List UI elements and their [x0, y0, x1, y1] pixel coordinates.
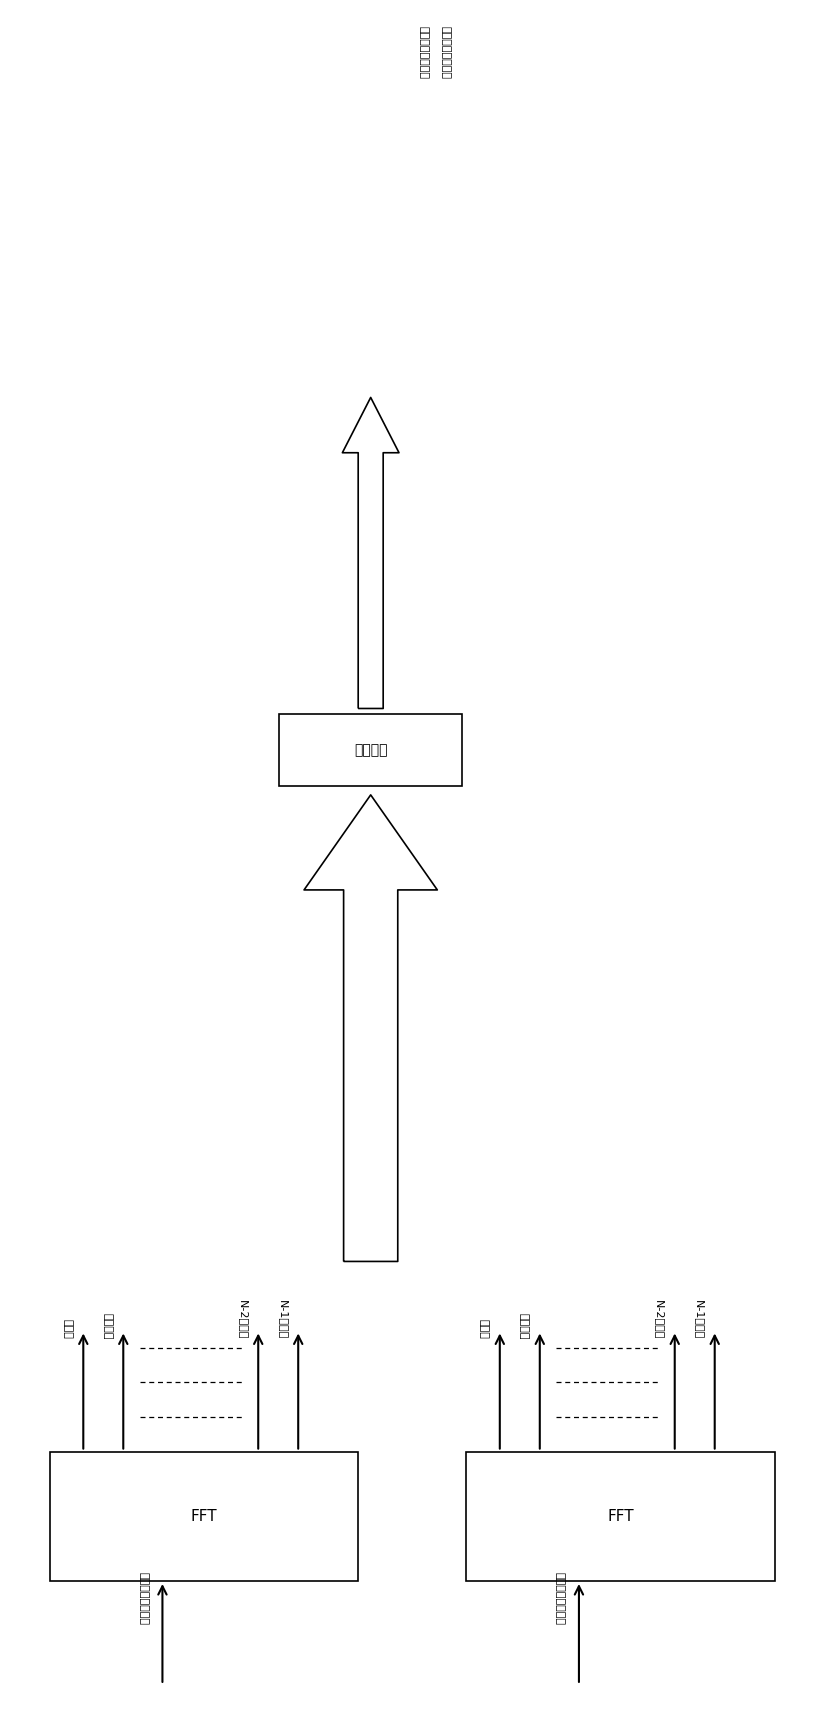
- Text: 功率计算: 功率计算: [354, 743, 387, 757]
- Bar: [279, 714, 462, 786]
- Text: N-1次谐波: N-1次谐波: [694, 1299, 704, 1339]
- Bar: [50, 1452, 358, 1581]
- Text: FFT: FFT: [607, 1509, 634, 1524]
- Text: 次谐波: 次谐波: [62, 1318, 72, 1339]
- Text: 各次谐波有功功率: 各次谐波有功功率: [418, 26, 428, 79]
- Text: 三次谐波: 三次谐波: [102, 1313, 112, 1339]
- Text: 各次谐波无功功率: 各次谐波无功功率: [441, 26, 451, 79]
- Text: N-2次谐波: N-2次谐波: [654, 1299, 664, 1339]
- Bar: [466, 1452, 775, 1581]
- Text: 同步电压采样数据: 同步电压采样数据: [138, 1572, 148, 1624]
- Text: FFT: FFT: [191, 1509, 217, 1524]
- Text: 次谐波: 次谐波: [479, 1318, 489, 1339]
- Text: N-1次谐波: N-1次谐波: [277, 1299, 287, 1339]
- Text: 三次谐波: 三次谐波: [519, 1313, 529, 1339]
- Text: N-2次谐波: N-2次谐波: [237, 1299, 247, 1339]
- Text: 同步电流采样数据: 同步电流采样数据: [555, 1572, 565, 1624]
